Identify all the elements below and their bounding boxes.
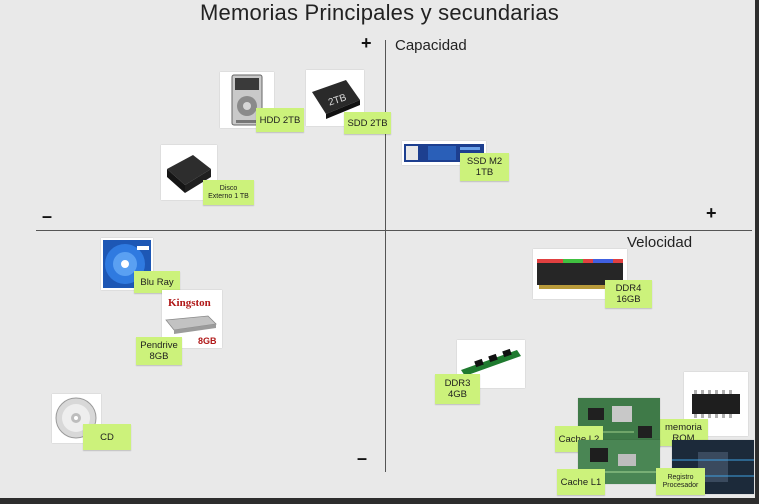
- registers-note: Registro Procesador: [656, 468, 705, 495]
- sdd-image: 2TB: [306, 70, 364, 126]
- speed-minus-sign: –: [42, 206, 53, 226]
- kingston-logo-text: Kingston: [168, 297, 211, 309]
- ddr3-ram-icon: [461, 348, 521, 376]
- ssd-m2-note: SSD M2 1TB: [460, 153, 509, 181]
- rom-chip-icon: [692, 390, 740, 418]
- external-disk-icon: [167, 155, 211, 193]
- hard-drive-icon: [231, 74, 263, 126]
- cd-note: CD: [83, 424, 131, 450]
- sdd-drive-icon: 2TB: [312, 80, 360, 119]
- usb-pendrive-icon: Kingston 8GB: [165, 297, 217, 346]
- processor-icon: [672, 440, 754, 494]
- capacity-minus-sign: –: [357, 448, 368, 468]
- cache-l1-note: Cache L1: [557, 469, 605, 495]
- hdd-note: HDD 2TB: [256, 108, 304, 132]
- ddr4-ram-icon: [537, 259, 623, 289]
- ddr4-note: DDR4 16GB: [605, 280, 652, 308]
- sdd-note: SDD 2TB: [344, 112, 391, 134]
- diagram-title: Memorias Principales y secundarias: [200, 0, 559, 25]
- ddr3-note: DDR3 4GB: [435, 374, 480, 404]
- pendrive-note: Pendrive 8GB: [136, 337, 182, 365]
- capacity-axis: [385, 40, 386, 472]
- capacity-axis-label: Capacidad: [395, 37, 467, 54]
- speed-axis-label: Velocidad: [627, 234, 693, 251]
- speed-plus-sign: +: [706, 203, 717, 223]
- hdd-image: [220, 72, 274, 128]
- kingston-capacity-text: 8GB: [198, 336, 217, 346]
- bluray-note: Blu Ray: [134, 271, 180, 293]
- speed-axis: [36, 230, 752, 231]
- capacity-plus-sign: +: [361, 33, 372, 53]
- external-disk-note: Disco Externo 1 TB: [203, 180, 254, 205]
- cd-image: [52, 394, 101, 443]
- sdd-capacity-text: 2TB: [327, 92, 348, 108]
